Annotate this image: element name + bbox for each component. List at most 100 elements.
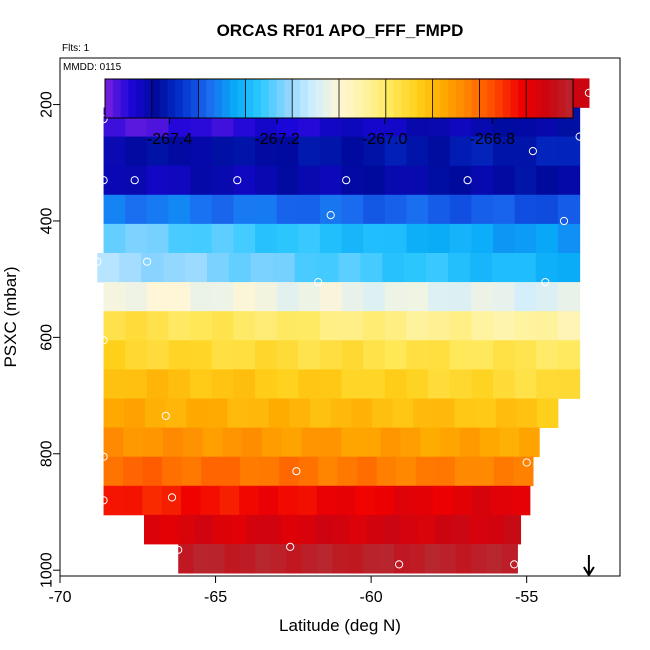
- heat-cell: [190, 165, 213, 196]
- heat-cell: [406, 223, 429, 254]
- heat-cell: [319, 340, 343, 370]
- heat-cell: [535, 252, 559, 283]
- heat-cell: [233, 223, 256, 254]
- heat-cell: [233, 282, 256, 312]
- observation-point: [161, 411, 170, 420]
- colorbar-swatch: [424, 79, 434, 118]
- heat-cell: [103, 136, 126, 167]
- heat-cell: [168, 194, 191, 225]
- heat-cell: [276, 369, 299, 399]
- colorbar-swatch: [206, 79, 215, 118]
- heat-cell: [394, 485, 415, 516]
- heat-cell: [432, 485, 453, 516]
- heat-cell: [211, 311, 234, 341]
- heat-cell: [298, 340, 321, 370]
- heat-cell: [341, 427, 362, 458]
- heat-cell: [424, 543, 441, 574]
- heat-cell: [142, 456, 163, 487]
- observation-point: [292, 467, 301, 476]
- heat-cell: [146, 223, 170, 254]
- heat-cell: [289, 398, 311, 428]
- heat-cell: [298, 282, 321, 312]
- heat-cell: [233, 340, 256, 370]
- heat-cell: [536, 369, 559, 399]
- heat-cell: [406, 369, 429, 399]
- heat-cell: [440, 427, 461, 458]
- heat-cell: [514, 223, 537, 254]
- heat-cell: [557, 194, 581, 225]
- heat-row: [97, 252, 581, 283]
- y-axis-label: PSXC (mbar): [1, 266, 20, 367]
- heat-cell: [454, 398, 476, 428]
- heat-cell: [125, 194, 148, 225]
- colorbar-tick-label: -267.2: [254, 131, 299, 148]
- heat-cell: [363, 369, 386, 399]
- heat-cell: [384, 194, 408, 225]
- observation-point: [233, 176, 242, 185]
- heat-cell: [491, 485, 511, 516]
- heat-cell: [384, 340, 408, 370]
- colorbar-swatch: [112, 79, 122, 118]
- colorbar-swatch: [518, 79, 527, 118]
- flights-label: Flts: 1: [62, 43, 90, 54]
- heat-cell: [360, 252, 383, 283]
- colorbar: -267.4 -267.2 -267.0 -266.8: [104, 78, 574, 148]
- y-tick-label: 200: [39, 91, 56, 118]
- heat-cell: [349, 514, 368, 545]
- heat-cell: [298, 369, 321, 399]
- heat-cell: [255, 136, 278, 167]
- heat-cell: [491, 252, 515, 283]
- heat-cell: [514, 369, 537, 399]
- colorbar-swatch: [120, 79, 129, 118]
- heat-cell: [413, 398, 435, 428]
- colorbar-swatch: [229, 79, 239, 118]
- colorbar-swatch: [541, 79, 551, 118]
- heat-cell: [298, 136, 321, 167]
- colorbar-swatch: [495, 79, 504, 118]
- heat-cell: [332, 514, 350, 545]
- heat-cell: [557, 223, 581, 254]
- observation-point: [99, 176, 108, 185]
- heat-cell: [536, 311, 559, 341]
- heat-cell: [268, 398, 290, 428]
- heat-cell: [298, 223, 321, 254]
- heat-cell: [206, 252, 230, 283]
- heat-cell: [357, 456, 378, 487]
- heat-cell: [276, 165, 299, 196]
- colorbar-swatch: [354, 79, 363, 118]
- colorbar-swatch: [307, 79, 317, 118]
- observation-point: [575, 132, 584, 141]
- colorbar-swatch: [417, 79, 426, 118]
- colorbar-swatch: [479, 79, 488, 118]
- heat-cell: [318, 456, 339, 487]
- heat-cell: [440, 543, 457, 574]
- heat-cell: [319, 136, 343, 167]
- heat-cell: [383, 514, 402, 545]
- heat-cell: [351, 398, 373, 428]
- heat-cell: [190, 194, 213, 225]
- heat-cell: [449, 282, 472, 312]
- observation-point: [143, 257, 152, 266]
- colorbar-swatch: [385, 79, 395, 118]
- heat-cell: [165, 398, 187, 428]
- y-tick-label: 1000: [39, 552, 56, 588]
- y-tick-label: 600: [39, 324, 56, 351]
- heat-cell: [211, 340, 234, 370]
- heat-cell: [435, 456, 456, 487]
- observation-point: [174, 545, 183, 554]
- observation-point: [99, 452, 108, 461]
- heat-cell: [209, 543, 226, 574]
- heat-cell: [510, 485, 531, 516]
- heat-cell: [455, 543, 472, 574]
- colorbar-swatch: [136, 79, 145, 118]
- heat-cell: [182, 427, 204, 458]
- heat-cell: [124, 398, 146, 428]
- observation-point: [99, 496, 108, 505]
- heat-cell: [319, 165, 343, 196]
- colorbar-swatch: [526, 79, 535, 118]
- heat-cell: [193, 543, 210, 574]
- heat-cell: [337, 456, 358, 487]
- heat-cell: [144, 514, 162, 545]
- heat-cell: [286, 543, 303, 574]
